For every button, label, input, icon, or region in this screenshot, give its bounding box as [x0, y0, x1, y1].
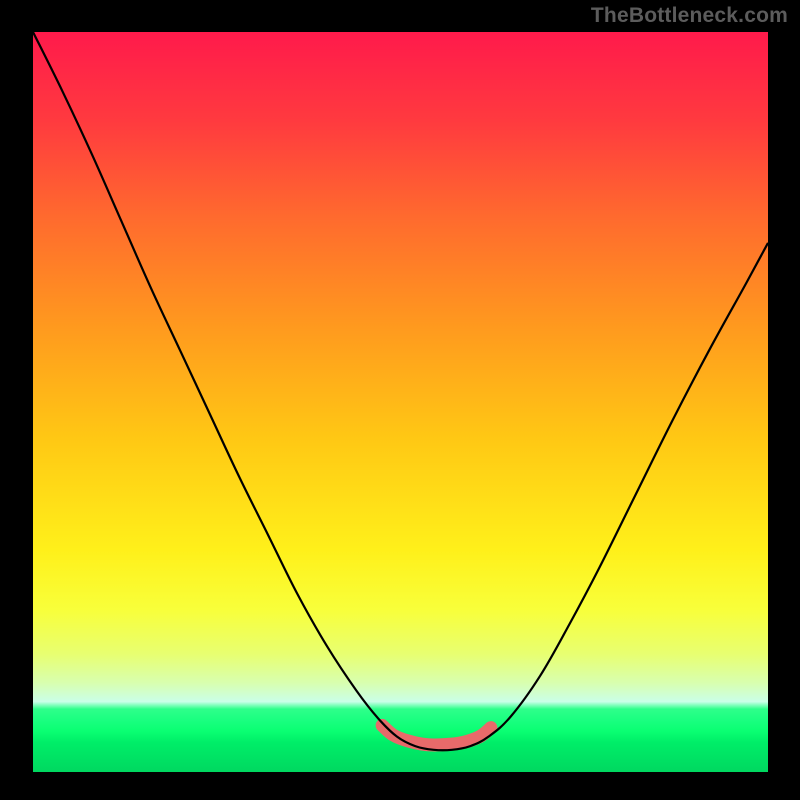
- watermark-text: TheBottleneck.com: [591, 4, 788, 28]
- plot-area: [33, 32, 768, 772]
- curve-layer: [33, 32, 768, 772]
- bottom-accent-curve: [382, 725, 491, 745]
- chart-container: TheBottleneck.com: [0, 0, 800, 800]
- main-curve: [33, 32, 768, 750]
